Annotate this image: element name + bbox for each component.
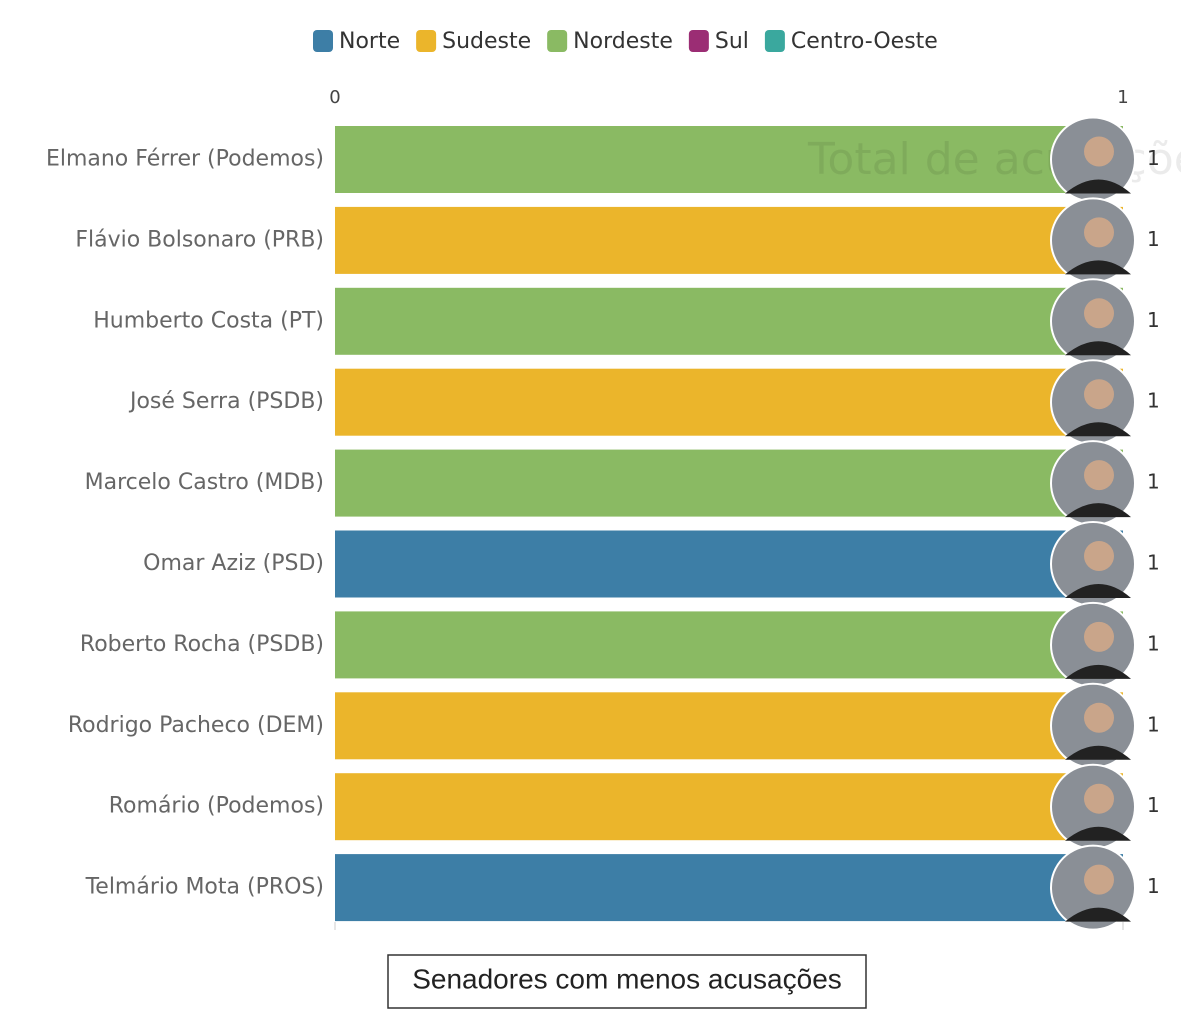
legend-label: Sudeste xyxy=(442,29,531,54)
photo-suit xyxy=(1065,503,1131,518)
caption-box xyxy=(387,954,867,1009)
caption: Senadores com menos acusações xyxy=(412,963,842,994)
photo-suit xyxy=(1065,341,1131,356)
bar xyxy=(335,449,1123,517)
bar xyxy=(335,206,1123,274)
photo-face xyxy=(1084,783,1114,814)
legend-swatch xyxy=(313,30,333,52)
x-tick-label: 1 xyxy=(1117,87,1128,108)
value-label: 1 xyxy=(1147,712,1160,736)
legend-swatch xyxy=(416,30,437,52)
photo-suit xyxy=(1065,826,1131,841)
bar xyxy=(335,854,1123,922)
value-label: 1 xyxy=(1147,308,1160,332)
y-tick-label: Roberto Rocha (PSDB) xyxy=(80,632,324,657)
value-label: 1 xyxy=(1147,470,1160,494)
y-tick-label: Elmano Férrer (Podemos) xyxy=(46,147,324,172)
y-tick-label: Romário (Podemos) xyxy=(109,794,324,819)
bar xyxy=(335,530,1123,598)
photo-face xyxy=(1084,298,1114,329)
photo-suit xyxy=(1065,907,1131,922)
y-tick-label: Humberto Costa (PT) xyxy=(93,308,324,333)
value-label: 1 xyxy=(1147,793,1160,817)
photo-suit xyxy=(1065,584,1131,598)
photo-suit xyxy=(1065,745,1131,760)
legend-label: Sul xyxy=(715,29,749,54)
photo-face xyxy=(1084,621,1114,652)
bar xyxy=(335,287,1123,355)
photo-suit xyxy=(1065,422,1131,437)
value-label: 1 xyxy=(1147,874,1160,898)
y-tick-label: José Serra (PSDB) xyxy=(128,389,324,414)
photo-face xyxy=(1084,379,1114,410)
photo-face xyxy=(1084,864,1114,895)
value-label: 1 xyxy=(1147,631,1160,655)
legend-label: Nordeste xyxy=(573,29,673,54)
legend-swatch xyxy=(547,30,568,52)
y-tick-label: Telmário Mota (PROS) xyxy=(85,875,324,900)
legend-swatch xyxy=(688,30,709,52)
bar xyxy=(335,126,1123,193)
photo-suit xyxy=(1065,664,1131,679)
value-label: 1 xyxy=(1147,146,1160,170)
photo-face xyxy=(1084,702,1114,733)
value-label: 1 xyxy=(1147,551,1160,575)
legend-label: Centro-Oeste xyxy=(791,29,938,54)
x-tick-label: 0 xyxy=(329,87,340,108)
photo-face xyxy=(1084,541,1114,571)
photo-suit xyxy=(1065,260,1131,275)
bar xyxy=(335,773,1123,841)
y-tick-label: Omar Aziz (PSD) xyxy=(143,551,324,576)
legend-label: Norte xyxy=(339,29,400,54)
y-tick-label: Marcelo Castro (MDB) xyxy=(85,470,324,495)
photo-face xyxy=(1084,136,1114,167)
photo-face xyxy=(1084,217,1114,248)
photo-suit xyxy=(1065,179,1131,194)
bar xyxy=(335,692,1123,760)
value-label: 1 xyxy=(1147,227,1160,251)
value-label: 1 xyxy=(1147,389,1160,413)
y-tick-label: Flávio Bolsonaro (PRB) xyxy=(75,227,324,252)
bar xyxy=(335,611,1123,679)
photo-face xyxy=(1084,460,1114,491)
bar xyxy=(335,368,1123,436)
legend-swatch xyxy=(764,30,785,52)
y-tick-label: Rodrigo Pacheco (DEM) xyxy=(68,713,324,738)
